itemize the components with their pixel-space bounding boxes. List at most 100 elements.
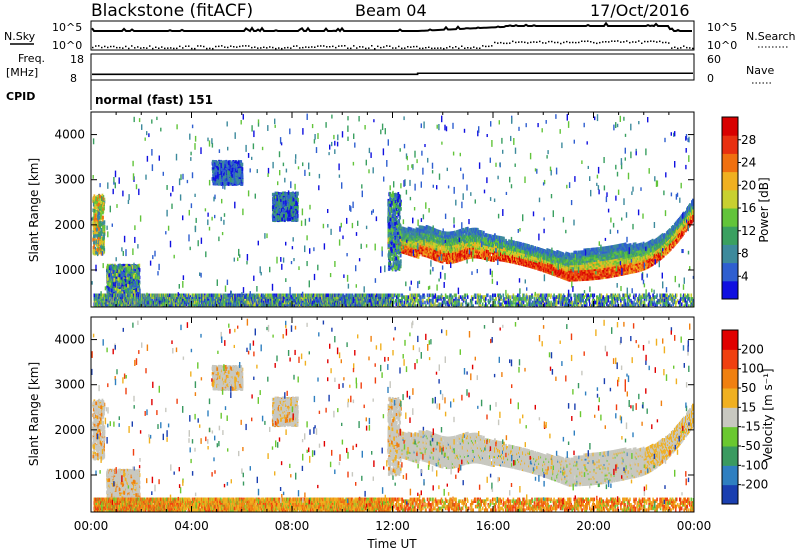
power-cell bbox=[594, 253, 597, 257]
power-cell bbox=[486, 255, 488, 259]
power-cell bbox=[442, 252, 445, 257]
nsearch-point bbox=[692, 47, 694, 50]
power-cell bbox=[412, 228, 415, 232]
power-cell bbox=[502, 245, 504, 250]
power-cell bbox=[623, 264, 626, 268]
nsearch-point bbox=[602, 41, 604, 43]
power-cell bbox=[549, 263, 552, 268]
nsearch-point bbox=[623, 41, 625, 43]
power-cell bbox=[591, 264, 594, 268]
nsearch-point bbox=[242, 45, 244, 47]
power-cell bbox=[565, 257, 568, 261]
nsearch-point bbox=[542, 42, 544, 44]
nsearch-point bbox=[449, 45, 451, 48]
power-cell bbox=[95, 205, 98, 210]
power-cell bbox=[630, 264, 633, 269]
power-cell bbox=[537, 259, 539, 264]
power-cell bbox=[548, 261, 551, 266]
power-cell bbox=[440, 250, 443, 255]
power-cell bbox=[632, 266, 635, 270]
power-cell bbox=[602, 261, 605, 265]
power-cell bbox=[561, 275, 564, 279]
nsearch-point bbox=[266, 47, 268, 49]
power-cell bbox=[541, 257, 543, 261]
power-cell bbox=[617, 254, 620, 259]
power-cell bbox=[598, 270, 601, 275]
nsearch-point bbox=[107, 46, 109, 49]
power-cell bbox=[97, 233, 100, 238]
power-cell bbox=[492, 254, 494, 259]
nsearch-point bbox=[563, 41, 565, 44]
power-cell bbox=[550, 264, 553, 268]
nsearch-point bbox=[419, 47, 421, 50]
power-cell bbox=[417, 228, 420, 232]
power-cell bbox=[581, 266, 584, 271]
power-cell bbox=[605, 269, 608, 274]
power-cell bbox=[536, 246, 538, 251]
power-cell bbox=[534, 255, 536, 259]
power-cell bbox=[463, 234, 466, 239]
power-cell bbox=[440, 241, 443, 246]
power-cell bbox=[576, 252, 579, 257]
power-cell bbox=[478, 246, 481, 250]
power-cell bbox=[433, 228, 436, 232]
power-cell bbox=[452, 258, 455, 262]
power-cell bbox=[564, 276, 567, 281]
nsearch-point bbox=[317, 45, 319, 47]
power-cell bbox=[585, 264, 588, 269]
power-cell bbox=[581, 272, 584, 276]
power-cell bbox=[563, 258, 566, 262]
power-cell bbox=[632, 260, 635, 265]
power-cell bbox=[609, 272, 612, 277]
power-cell bbox=[428, 253, 431, 257]
nsearch-point bbox=[659, 40, 661, 43]
power-cell bbox=[458, 231, 461, 235]
power-cell bbox=[97, 202, 100, 207]
nsearch-point bbox=[257, 47, 259, 49]
power-cell bbox=[594, 256, 597, 261]
power-cell bbox=[622, 270, 625, 274]
power-cell bbox=[402, 226, 405, 231]
power-cell bbox=[602, 255, 605, 260]
nsearch-point bbox=[140, 47, 142, 49]
power-cell bbox=[588, 275, 591, 279]
power-cell bbox=[547, 248, 550, 253]
power-cell bbox=[558, 267, 561, 271]
power-cell bbox=[608, 260, 611, 264]
power-cell bbox=[429, 237, 432, 241]
nsearch-point bbox=[455, 46, 457, 48]
power-cell bbox=[625, 267, 628, 272]
power-cell bbox=[629, 257, 632, 262]
power-cell bbox=[561, 268, 564, 272]
power-cell bbox=[619, 263, 622, 268]
nsearch-point bbox=[551, 40, 553, 43]
nsearch-point bbox=[281, 47, 283, 50]
nsearch-point bbox=[377, 45, 379, 48]
power-cell bbox=[537, 266, 539, 271]
power-cell bbox=[544, 256, 547, 261]
power-cell bbox=[599, 259, 602, 264]
power-cell bbox=[543, 261, 545, 266]
power-cell bbox=[603, 264, 606, 269]
power-cell bbox=[594, 247, 597, 252]
power-cell bbox=[575, 256, 578, 260]
power-cell bbox=[408, 248, 411, 253]
power-cell bbox=[615, 255, 618, 259]
power-cell bbox=[496, 239, 498, 243]
power-cell bbox=[575, 250, 578, 255]
power-cell bbox=[465, 250, 468, 255]
power-cell bbox=[558, 263, 561, 268]
power-cell bbox=[580, 272, 583, 276]
power-cell bbox=[538, 261, 540, 266]
power-cell bbox=[466, 226, 469, 231]
power-cell bbox=[591, 251, 594, 255]
power-cell bbox=[477, 255, 480, 259]
nsearch-point bbox=[515, 41, 517, 44]
power-cell bbox=[490, 256, 492, 260]
power-cell bbox=[561, 259, 564, 263]
power-cell bbox=[424, 239, 427, 243]
power-cell bbox=[94, 213, 97, 218]
nsearch-point bbox=[503, 42, 505, 45]
power-cell bbox=[404, 247, 407, 251]
power-cell bbox=[581, 255, 584, 260]
